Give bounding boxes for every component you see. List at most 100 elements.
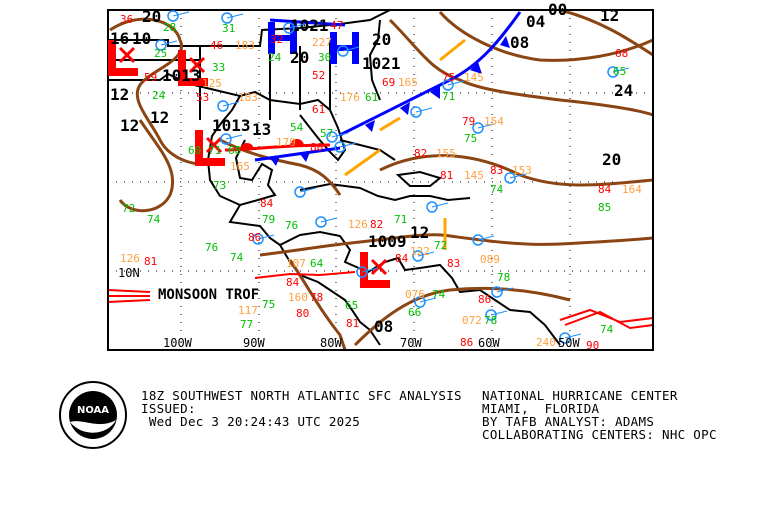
station-value: 78 xyxy=(497,271,510,284)
station-value: 61 xyxy=(312,103,325,116)
station-value: 153 xyxy=(512,164,532,177)
station-value: 64 xyxy=(310,257,324,270)
station-value: 47 xyxy=(330,19,343,32)
station-value: 36 xyxy=(120,13,133,26)
isobar-label: 13 xyxy=(252,120,271,139)
station-value: 74 xyxy=(230,251,244,264)
wind-barb-icon xyxy=(509,173,527,179)
station-value: 75 xyxy=(442,71,455,84)
isobar-label: 16 xyxy=(110,29,129,48)
station-circle-icon xyxy=(283,22,295,34)
station-value: 72 xyxy=(434,239,447,252)
station-value: 77 xyxy=(240,318,253,331)
pressure-center-value: 1009 xyxy=(368,232,407,251)
station-circle-icon xyxy=(294,186,306,198)
station-circle-icon xyxy=(410,106,422,118)
station-value: 227 xyxy=(312,36,332,49)
station-value: 28 xyxy=(163,21,176,34)
longitude-label: 50W xyxy=(558,336,580,350)
station-value: 86 xyxy=(478,293,491,306)
wind-barb-icon xyxy=(415,107,433,113)
center-location: MIAMI, FLORIDA xyxy=(482,401,600,416)
station-value: 107 xyxy=(286,257,306,270)
station-value: 78 xyxy=(484,314,497,327)
isobar-label: 10 xyxy=(132,29,151,48)
wind-barb-icon xyxy=(331,132,349,138)
station-value: 076 xyxy=(405,288,425,301)
high-pressure-center xyxy=(268,22,297,54)
longitude-label: 60W xyxy=(478,336,500,350)
station-value: 25 xyxy=(154,47,167,60)
isobar-label: 20 xyxy=(290,48,309,67)
station-circle-icon xyxy=(217,100,229,112)
longitude-label: 100W xyxy=(163,336,193,350)
station-circle-icon xyxy=(607,66,619,78)
station-value: 75 xyxy=(464,132,477,145)
wind-barb-icon xyxy=(361,267,379,273)
station-value: 68 xyxy=(615,47,628,60)
wind-barb-icon xyxy=(172,11,190,17)
station-value: 179 xyxy=(276,136,296,149)
isobar-label: 12 xyxy=(410,223,429,242)
wind-barb-icon xyxy=(299,187,317,193)
station-value: 145 xyxy=(464,71,484,84)
station-value: 183 xyxy=(235,39,255,52)
wind-barb-icon xyxy=(257,234,275,240)
issued-label: ISSUED: xyxy=(141,401,196,416)
station-circle-icon xyxy=(491,286,503,298)
station-value: 240 xyxy=(536,336,556,349)
station-circle-icon xyxy=(337,45,349,57)
station-value: 160 xyxy=(288,291,308,304)
station-value: 66 xyxy=(408,306,421,319)
station-circle-icon xyxy=(559,332,571,344)
wind-barb-icon xyxy=(477,123,495,129)
pressure-center-value: 1013 xyxy=(212,116,251,135)
low-pressure-center xyxy=(360,252,390,288)
longitude-label: 90W xyxy=(243,336,265,350)
station-circle-icon xyxy=(485,309,497,321)
station-value: 74 xyxy=(432,288,446,301)
wind-barb-icon xyxy=(431,202,449,208)
station-value: 52 xyxy=(312,69,325,82)
station-value: 155 xyxy=(436,147,456,160)
svg-text:NOAA: NOAA xyxy=(77,405,109,416)
station-value: 83 xyxy=(490,164,503,177)
station-value: 85 xyxy=(598,201,611,214)
low-pressure-center xyxy=(178,50,208,86)
isobar-label: 12 xyxy=(600,6,619,25)
station-value: 82 xyxy=(414,147,427,160)
station-circle-icon xyxy=(412,250,424,262)
station-value: 24 xyxy=(152,89,166,102)
station-circle-icon xyxy=(221,12,233,24)
station-value: 59 xyxy=(144,71,157,84)
station-value: 54 xyxy=(290,121,304,134)
station-value: 83 xyxy=(447,257,460,270)
station-value: 165 xyxy=(230,160,250,173)
station-value: 46 xyxy=(210,39,223,52)
station-value: 90 xyxy=(586,339,599,352)
wind-barb-icon xyxy=(496,287,514,293)
wind-barb-icon xyxy=(226,13,244,19)
wind-barb-icon xyxy=(320,217,338,223)
station-value: 72 xyxy=(122,202,135,215)
station-value: 76 xyxy=(285,219,298,232)
station-value: 154 xyxy=(484,115,504,128)
station-value: 60 xyxy=(188,144,201,157)
station-value: 79 xyxy=(462,115,475,128)
pressure-center-value: 1021 xyxy=(362,54,401,73)
station-value: 65 xyxy=(345,299,358,312)
station-value: 61 xyxy=(365,91,378,104)
station-value: 072 xyxy=(462,314,482,327)
isobar-label: 24 xyxy=(614,81,633,100)
wind-barb-icon xyxy=(342,46,360,52)
station-value: 089 xyxy=(480,253,500,266)
station-value: 74 xyxy=(147,213,161,226)
center-name: NATIONAL HURRICANE CENTER xyxy=(482,388,678,403)
station-value: 69 xyxy=(382,76,395,89)
station-value: 57 xyxy=(320,127,333,140)
low-pressure-center xyxy=(108,40,138,76)
analysis-title: 18Z SOUTHWEST NORTH ATLANTIC SFC ANALYSI… xyxy=(141,388,462,403)
station-circle-icon xyxy=(155,39,167,51)
station-value: 125 xyxy=(202,77,222,90)
